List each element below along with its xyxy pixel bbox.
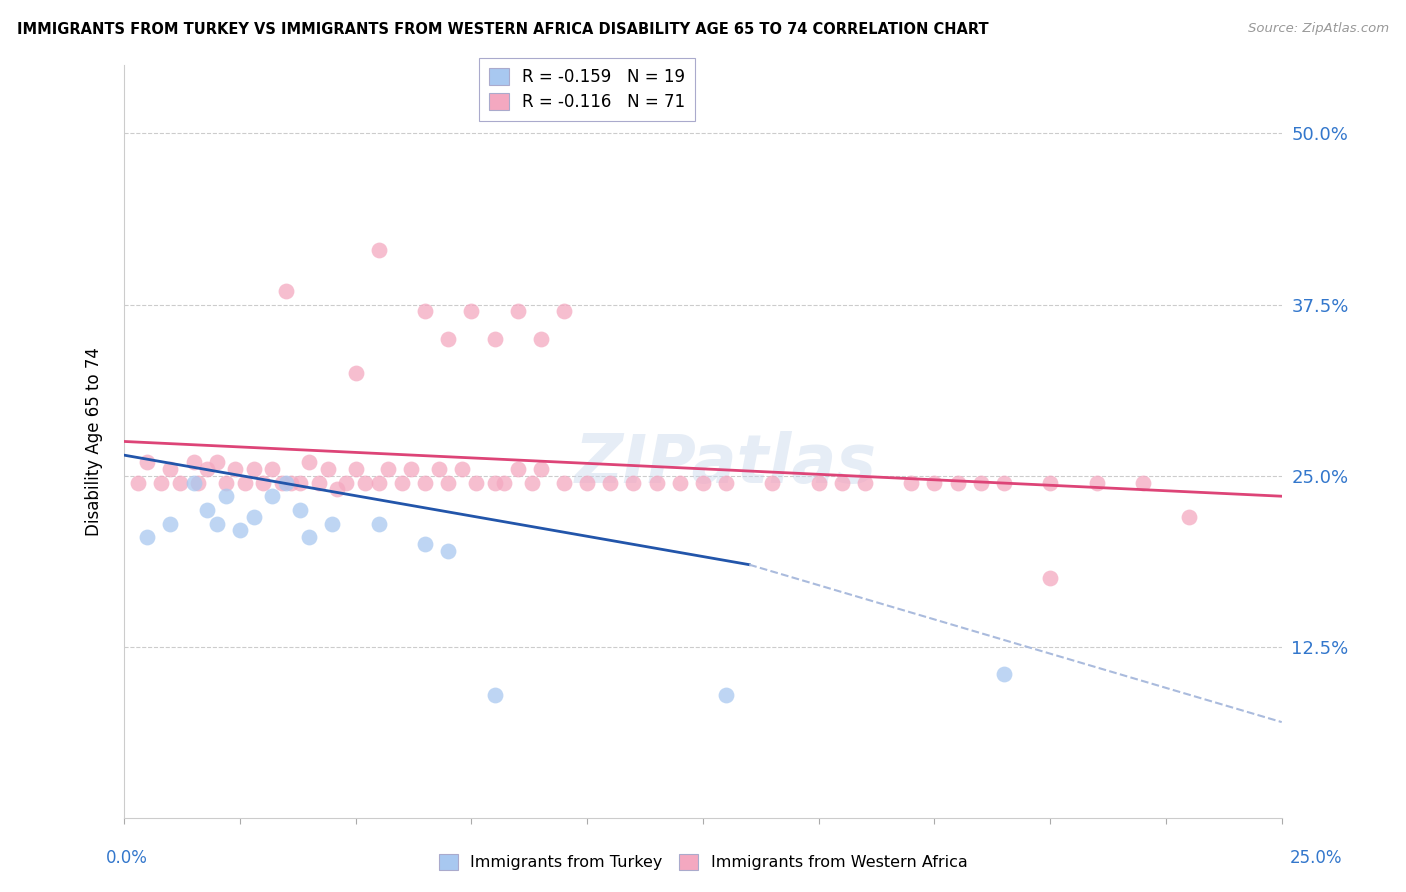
Y-axis label: Disability Age 65 to 74: Disability Age 65 to 74 (86, 347, 103, 536)
Text: 25.0%: 25.0% (1291, 849, 1343, 867)
Point (993, 667, 1015, 681)
Point (1178, 509, 1201, 524)
Text: Source: ZipAtlas.com: Source: ZipAtlas.com (1249, 22, 1389, 36)
Point (298, 455, 321, 469)
Point (197, 462, 219, 476)
Point (229, 524, 252, 538)
Point (900, 475, 922, 490)
Point (391, 475, 413, 490)
Point (413, 537, 436, 551)
Text: ZIPatlas: ZIPatlas (575, 431, 877, 497)
Point (205, 455, 228, 469)
Text: 0.0%: 0.0% (105, 849, 148, 867)
Point (136, 455, 159, 469)
Point (993, 475, 1015, 490)
Point (399, 462, 422, 476)
Point (506, 462, 529, 476)
Point (183, 475, 205, 490)
Point (1039, 571, 1062, 585)
Point (413, 304, 436, 318)
Point (807, 475, 830, 490)
Point (714, 475, 737, 490)
Point (484, 475, 506, 490)
Point (215, 489, 238, 503)
Point (367, 475, 389, 490)
Point (183, 455, 205, 469)
Point (946, 475, 969, 490)
Point (1039, 475, 1062, 490)
Point (553, 475, 575, 490)
Point (326, 483, 349, 497)
Point (970, 475, 993, 490)
Point (270, 475, 292, 490)
Point (197, 503, 219, 517)
Point (484, 332, 506, 346)
Point (159, 516, 181, 531)
Point (427, 462, 450, 476)
Point (276, 475, 298, 490)
Point (1132, 475, 1154, 490)
Point (288, 475, 311, 490)
Point (460, 304, 482, 318)
Point (623, 475, 645, 490)
Point (215, 475, 238, 490)
Legend: Immigrants from Turkey, Immigrants from Western Africa: Immigrants from Turkey, Immigrants from … (432, 847, 974, 877)
Point (159, 462, 181, 476)
Point (437, 544, 460, 558)
Point (831, 475, 853, 490)
Point (316, 462, 339, 476)
Point (280, 475, 302, 490)
Point (243, 509, 266, 524)
Point (127, 475, 149, 490)
Point (367, 516, 389, 531)
Point (492, 475, 515, 490)
Legend: R = -0.159   N = 19, R = -0.116   N = 71: R = -0.159 N = 19, R = -0.116 N = 71 (479, 58, 696, 121)
Point (553, 304, 575, 318)
Point (520, 475, 543, 490)
Point (413, 475, 436, 490)
Point (150, 475, 173, 490)
Point (668, 475, 690, 490)
Point (169, 475, 191, 490)
Point (714, 688, 737, 702)
Point (187, 475, 209, 490)
Text: IMMIGRANTS FROM TURKEY VS IMMIGRANTS FROM WESTERN AFRICA DISABILITY AGE 65 TO 74: IMMIGRANTS FROM TURKEY VS IMMIGRANTS FRO… (17, 22, 988, 37)
Point (924, 475, 946, 490)
Point (335, 475, 357, 490)
Point (243, 462, 266, 476)
Point (576, 475, 599, 490)
Point (205, 516, 228, 531)
Point (506, 304, 529, 318)
Point (298, 530, 321, 544)
Point (645, 475, 668, 490)
Point (308, 475, 330, 490)
Point (1085, 475, 1108, 490)
Point (276, 284, 298, 298)
Point (344, 462, 367, 476)
Point (437, 332, 460, 346)
Point (484, 688, 506, 702)
Point (367, 243, 389, 257)
Point (465, 475, 488, 490)
Point (262, 462, 284, 476)
Point (233, 475, 256, 490)
Point (288, 503, 311, 517)
Point (252, 475, 274, 490)
Point (224, 462, 246, 476)
Point (599, 475, 621, 490)
Point (530, 332, 553, 346)
Point (530, 462, 553, 476)
Point (377, 462, 399, 476)
Point (136, 530, 159, 544)
Point (451, 462, 474, 476)
Point (692, 475, 714, 490)
Point (262, 489, 284, 503)
Point (437, 475, 460, 490)
Point (344, 366, 367, 380)
Point (853, 475, 876, 490)
Point (354, 475, 377, 490)
Point (321, 516, 343, 531)
Point (761, 475, 783, 490)
